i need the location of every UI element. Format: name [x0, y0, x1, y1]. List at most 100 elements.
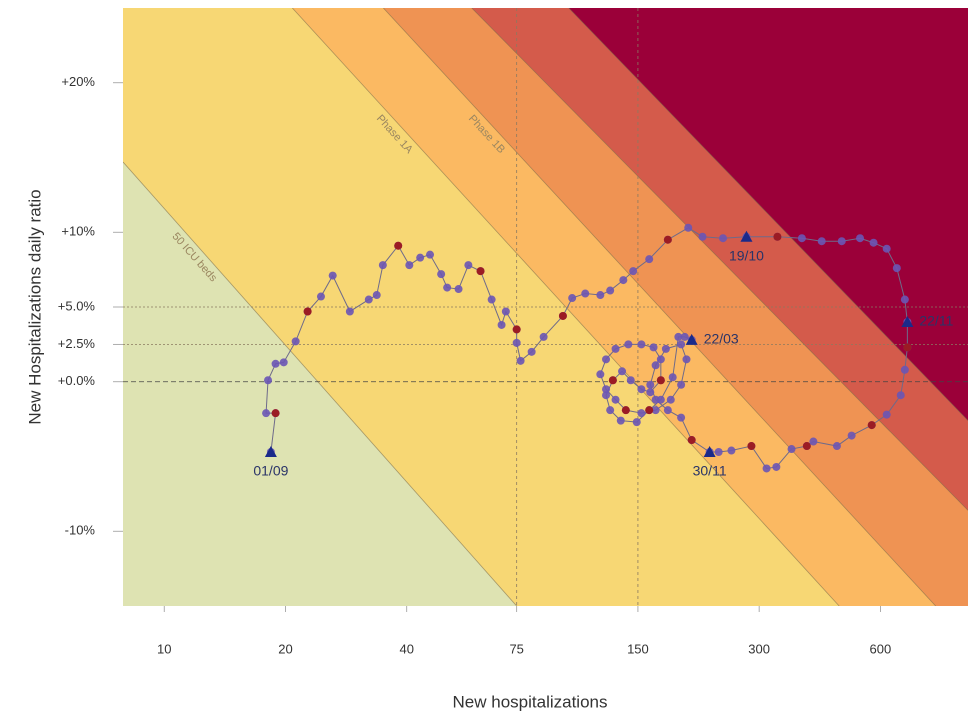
point	[882, 244, 891, 253]
point	[677, 380, 686, 389]
point	[364, 295, 373, 304]
point	[291, 337, 300, 346]
point	[663, 406, 672, 415]
point	[773, 232, 782, 241]
point	[666, 395, 675, 404]
zone-boundary	[123, 161, 517, 606]
point	[618, 367, 627, 376]
point	[581, 289, 590, 298]
point	[762, 464, 771, 473]
point	[869, 238, 878, 247]
point	[606, 406, 615, 415]
y-axis-label: New Hospitalizations daily ratio	[25, 189, 44, 424]
point	[837, 237, 846, 246]
point	[677, 413, 686, 422]
point	[497, 320, 506, 329]
milestone-label: 22/11	[919, 313, 953, 329]
point	[512, 325, 521, 334]
point	[656, 376, 665, 385]
point	[637, 340, 646, 349]
point	[527, 347, 536, 356]
point	[646, 388, 655, 397]
point	[892, 264, 901, 273]
point	[279, 358, 288, 367]
point	[637, 385, 646, 394]
zone-boundary	[568, 8, 968, 421]
point	[621, 406, 630, 415]
point	[378, 261, 387, 270]
point	[727, 446, 736, 455]
point	[645, 255, 654, 264]
point	[328, 271, 337, 280]
point	[426, 250, 435, 259]
point	[271, 409, 280, 418]
point	[611, 395, 620, 404]
y-tick-label: +0.0%	[58, 373, 96, 388]
point	[539, 332, 548, 341]
milestone-marker	[685, 333, 698, 345]
milestone-marker	[740, 230, 753, 242]
point	[719, 234, 728, 243]
x-tick-label: 75	[509, 641, 523, 656]
point	[558, 311, 567, 320]
y-tick-label: +2.5%	[58, 336, 96, 351]
point	[832, 442, 841, 451]
point	[747, 442, 756, 451]
point	[896, 391, 905, 400]
point	[316, 292, 325, 301]
milestone-marker	[264, 446, 277, 458]
zone-boundary	[471, 8, 968, 511]
point	[608, 376, 617, 385]
point	[619, 276, 628, 285]
point	[596, 370, 605, 379]
point	[661, 344, 670, 353]
point	[900, 295, 909, 304]
point	[714, 448, 723, 457]
point	[680, 332, 689, 341]
point	[303, 307, 312, 316]
point	[637, 409, 646, 418]
point	[674, 332, 683, 341]
x-tick-label: 600	[870, 641, 892, 656]
point	[345, 307, 354, 316]
point	[817, 237, 826, 246]
x-tick-label: 300	[748, 641, 770, 656]
point	[487, 295, 496, 304]
point	[649, 343, 658, 352]
y-tick-label: +5.0%	[58, 298, 96, 313]
point	[867, 421, 876, 430]
point	[856, 234, 865, 243]
milestone-label: 01/09	[253, 463, 288, 479]
point	[602, 355, 611, 364]
zone-boundary	[292, 8, 840, 606]
point	[882, 410, 891, 419]
point	[645, 406, 654, 415]
point	[687, 436, 696, 445]
point	[416, 253, 425, 262]
point	[443, 283, 452, 292]
point	[668, 373, 677, 382]
milestone-marker	[901, 315, 914, 327]
point	[602, 391, 611, 400]
y-tick-label: +20%	[61, 74, 95, 89]
point	[677, 340, 686, 349]
point	[684, 223, 693, 232]
point	[656, 355, 665, 364]
point	[663, 235, 672, 244]
point	[772, 462, 781, 471]
point	[372, 291, 381, 300]
point	[903, 343, 912, 352]
point	[271, 359, 280, 368]
x-tick-label: 40	[399, 641, 413, 656]
point	[787, 445, 796, 454]
point	[616, 416, 625, 425]
point	[596, 291, 605, 300]
point	[454, 285, 463, 294]
point	[698, 232, 707, 241]
point	[602, 385, 611, 394]
point	[797, 234, 806, 243]
point	[632, 418, 641, 427]
point	[264, 376, 273, 385]
point	[512, 338, 521, 347]
